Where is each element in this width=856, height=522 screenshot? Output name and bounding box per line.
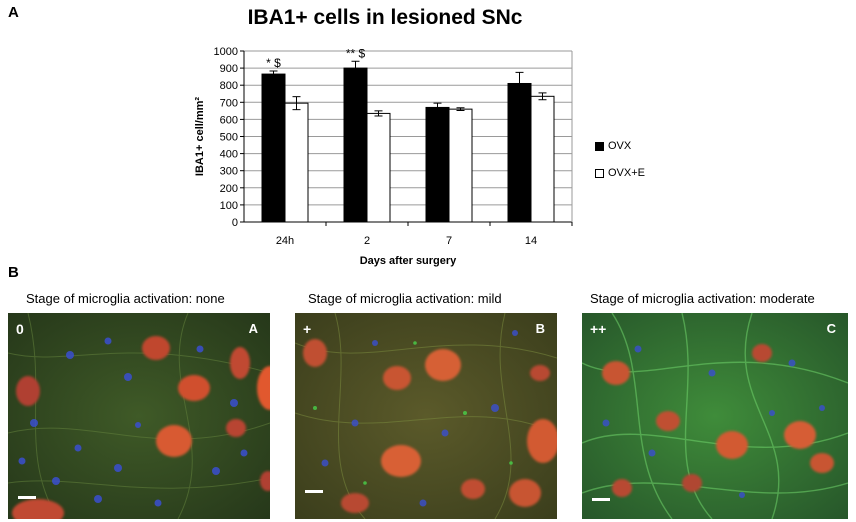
panel-tag-c: C bbox=[826, 321, 836, 336]
caption-moderate: Stage of microglia activation: moderate bbox=[590, 291, 815, 306]
caption-mild: Stage of microglia activation: mild bbox=[308, 291, 502, 306]
bar-chart: 0 100 200 300 400 500 600 700 800 900 1000 24h * $ 2 *… bbox=[194, 46, 573, 267]
y-tick-label: 500 bbox=[220, 132, 238, 144]
micrograph-mild-art bbox=[295, 313, 557, 519]
x-tick-label: 2 bbox=[364, 235, 370, 247]
bar-ovx bbox=[261, 73, 286, 223]
x-tick-label: 14 bbox=[525, 235, 537, 247]
caption-none: Stage of microglia activation: none bbox=[26, 291, 225, 306]
y-tick-label: 200 bbox=[220, 183, 238, 195]
scale-bar bbox=[18, 496, 36, 499]
scale-bar bbox=[305, 490, 323, 493]
bar-ovx-e bbox=[366, 112, 391, 223]
panel-tag-b: B bbox=[535, 321, 545, 336]
micrograph-moderate-art bbox=[582, 313, 848, 519]
bar-ovx bbox=[507, 82, 532, 223]
x-axis-label: Days after surgery bbox=[360, 255, 457, 267]
scale-bar bbox=[592, 498, 610, 501]
bar-ovx bbox=[343, 67, 368, 223]
x-tick-label: 7 bbox=[446, 235, 452, 247]
legend-swatch-ovx bbox=[595, 141, 604, 151]
x-tick-label: 24h bbox=[276, 235, 294, 247]
bar-ovx-e bbox=[530, 95, 555, 223]
micrograph-none: 0 A bbox=[8, 313, 270, 519]
micrograph-moderate: ++ C bbox=[582, 313, 848, 519]
y-tick-label: 100 bbox=[220, 200, 238, 212]
y-tick-label: 300 bbox=[220, 166, 238, 178]
panel-a-label: A bbox=[8, 4, 19, 21]
chart-title: IBA1+ cells in lesioned SNc bbox=[247, 6, 523, 29]
y-tick-label: 600 bbox=[220, 114, 238, 126]
y-tick-label: 400 bbox=[220, 149, 238, 161]
stage-mark-mild: + bbox=[303, 321, 312, 337]
significance-annotation: ** $ bbox=[346, 46, 366, 60]
bar-ovx-e bbox=[284, 102, 309, 223]
stage-mark-none: 0 bbox=[16, 321, 24, 337]
y-axis-label: IBA1+ cell/mm² bbox=[194, 97, 206, 177]
legend-label-ovx: OVX bbox=[608, 140, 632, 152]
panel-b-label: B bbox=[8, 264, 19, 281]
y-tick-label: 700 bbox=[220, 97, 238, 109]
stage-mark-moderate: ++ bbox=[590, 321, 607, 337]
y-tick-label: 900 bbox=[220, 63, 238, 75]
bar-ovx bbox=[425, 106, 450, 223]
y-tick-label: 800 bbox=[220, 80, 238, 92]
legend-item-ovx-e: OVX+E bbox=[595, 167, 645, 179]
micrograph-mild: + B bbox=[295, 313, 557, 519]
significance-annotation: * $ bbox=[266, 56, 281, 70]
panel-tag-a: A bbox=[248, 321, 258, 336]
y-tick-label: 0 bbox=[232, 217, 238, 229]
micrograph-none-art bbox=[8, 313, 270, 519]
legend-swatch-ovx-e bbox=[595, 168, 604, 178]
legend-item-ovx: OVX bbox=[595, 140, 631, 152]
legend-label-ovx-e: OVX+E bbox=[608, 167, 645, 179]
y-tick-label: 1000 bbox=[214, 46, 238, 58]
bar-ovx-e bbox=[448, 108, 473, 223]
